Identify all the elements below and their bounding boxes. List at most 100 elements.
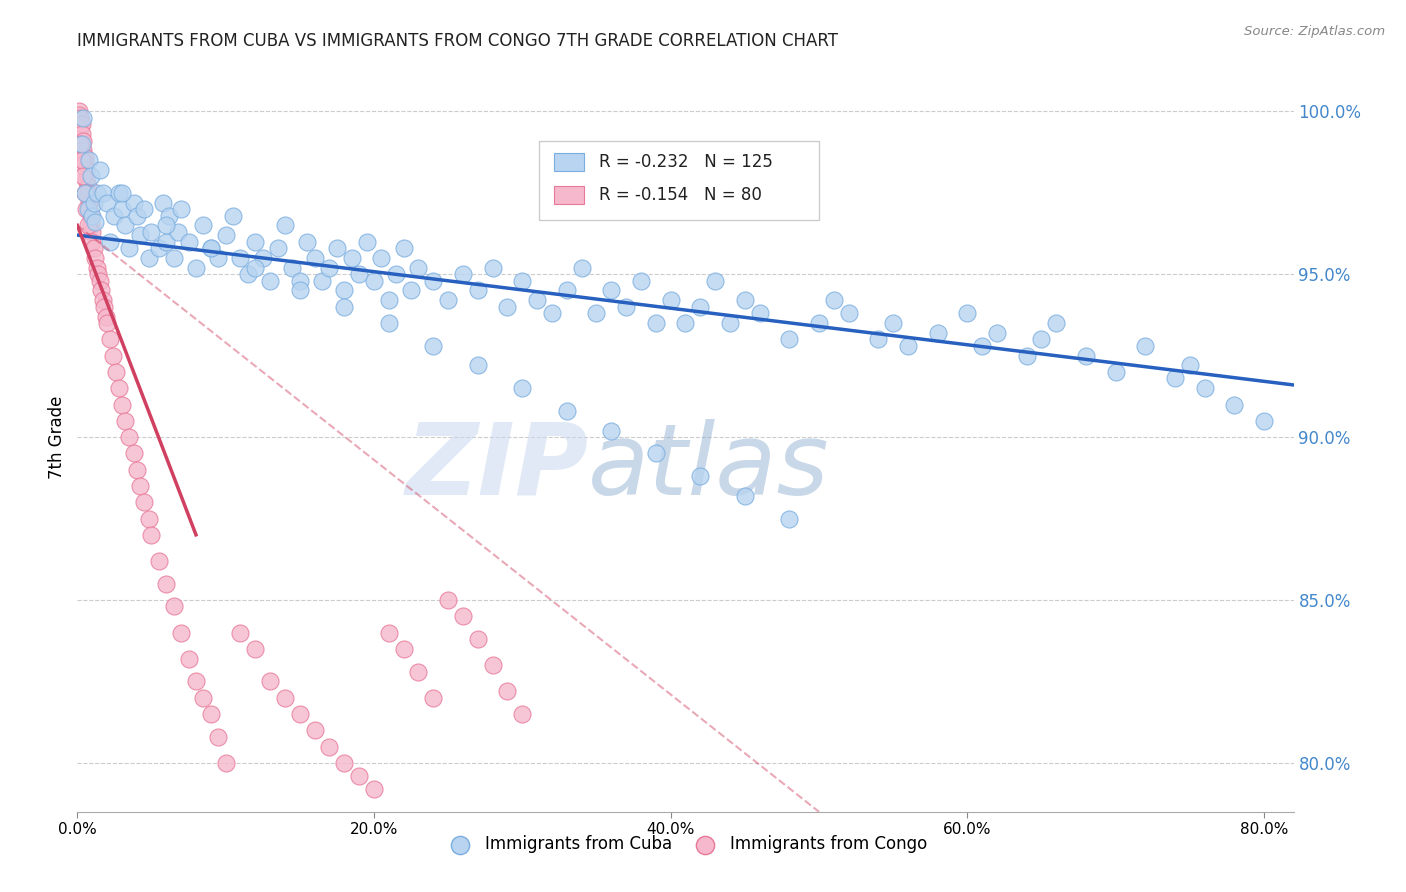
Point	[363, 274, 385, 288]
Point	[157, 209, 180, 223]
Point	[807, 316, 830, 330]
Point	[114, 219, 136, 233]
FancyBboxPatch shape	[554, 153, 585, 171]
Point	[73, 156, 96, 170]
Point	[200, 241, 222, 255]
Point	[1045, 316, 1067, 330]
Point	[125, 463, 148, 477]
Point	[659, 293, 682, 308]
Point	[571, 260, 593, 275]
Point	[304, 723, 326, 738]
Point	[69, 136, 91, 151]
Point	[207, 730, 229, 744]
Text: R = -0.232   N = 125: R = -0.232 N = 125	[599, 153, 773, 171]
Point	[72, 169, 94, 184]
Point	[986, 326, 1008, 340]
Point	[689, 300, 711, 314]
Point	[333, 300, 356, 314]
Point	[555, 404, 578, 418]
Point	[148, 241, 170, 255]
Point	[128, 479, 150, 493]
Point	[252, 251, 274, 265]
Point	[288, 284, 311, 298]
Point	[67, 107, 90, 121]
Point	[77, 195, 100, 210]
Point	[496, 684, 519, 698]
Point	[281, 260, 304, 275]
Point	[141, 528, 163, 542]
Point	[318, 739, 340, 754]
Point	[326, 241, 349, 255]
Point	[347, 769, 370, 783]
Point	[1135, 339, 1157, 353]
Point	[229, 625, 252, 640]
Point	[75, 163, 97, 178]
Point	[184, 260, 207, 275]
Point	[229, 251, 252, 265]
Point	[163, 251, 186, 265]
Point	[222, 209, 245, 223]
Point	[823, 293, 845, 308]
Point	[311, 274, 333, 288]
Point	[614, 300, 637, 314]
Point	[73, 186, 96, 200]
Point	[76, 202, 98, 216]
Point	[108, 381, 131, 395]
Point	[245, 260, 267, 275]
Point	[778, 511, 800, 525]
Point	[98, 235, 121, 249]
Point	[481, 260, 503, 275]
Point	[378, 316, 401, 330]
Point	[103, 209, 125, 223]
Point	[111, 397, 134, 411]
Point	[91, 293, 114, 308]
Point	[132, 202, 155, 216]
Point	[207, 251, 229, 265]
Text: ZIP: ZIP	[405, 418, 588, 516]
Point	[675, 316, 697, 330]
Point	[897, 339, 920, 353]
Point	[510, 381, 533, 395]
Point	[170, 202, 193, 216]
Point	[1164, 371, 1187, 385]
Point	[75, 202, 97, 216]
Point	[318, 260, 340, 275]
Point	[333, 756, 356, 770]
Point	[882, 316, 904, 330]
Point	[83, 241, 105, 255]
Point	[600, 284, 623, 298]
Point	[89, 274, 111, 288]
Point	[82, 209, 104, 223]
Point	[451, 609, 474, 624]
Point	[236, 267, 259, 281]
Point	[356, 235, 378, 249]
Point	[200, 241, 222, 255]
Point	[96, 195, 118, 210]
Point	[122, 195, 145, 210]
Point	[378, 625, 401, 640]
Point	[67, 114, 90, 128]
Point	[422, 690, 444, 705]
Point	[86, 260, 108, 275]
Point	[152, 195, 174, 210]
Point	[132, 495, 155, 509]
Point	[927, 326, 949, 340]
Point	[956, 306, 979, 320]
Point	[778, 332, 800, 346]
Point	[437, 593, 460, 607]
Point	[385, 267, 408, 281]
Point	[138, 511, 160, 525]
Point	[82, 225, 104, 239]
Point	[555, 284, 578, 298]
Point	[82, 235, 104, 249]
Point	[70, 127, 93, 141]
Point	[90, 284, 112, 298]
Point	[467, 632, 489, 646]
Point	[274, 690, 297, 705]
Point	[496, 300, 519, 314]
Point	[644, 316, 666, 330]
Point	[118, 430, 141, 444]
Point	[155, 576, 177, 591]
FancyBboxPatch shape	[554, 186, 585, 204]
Text: Source: ZipAtlas.com: Source: ZipAtlas.com	[1244, 25, 1385, 38]
